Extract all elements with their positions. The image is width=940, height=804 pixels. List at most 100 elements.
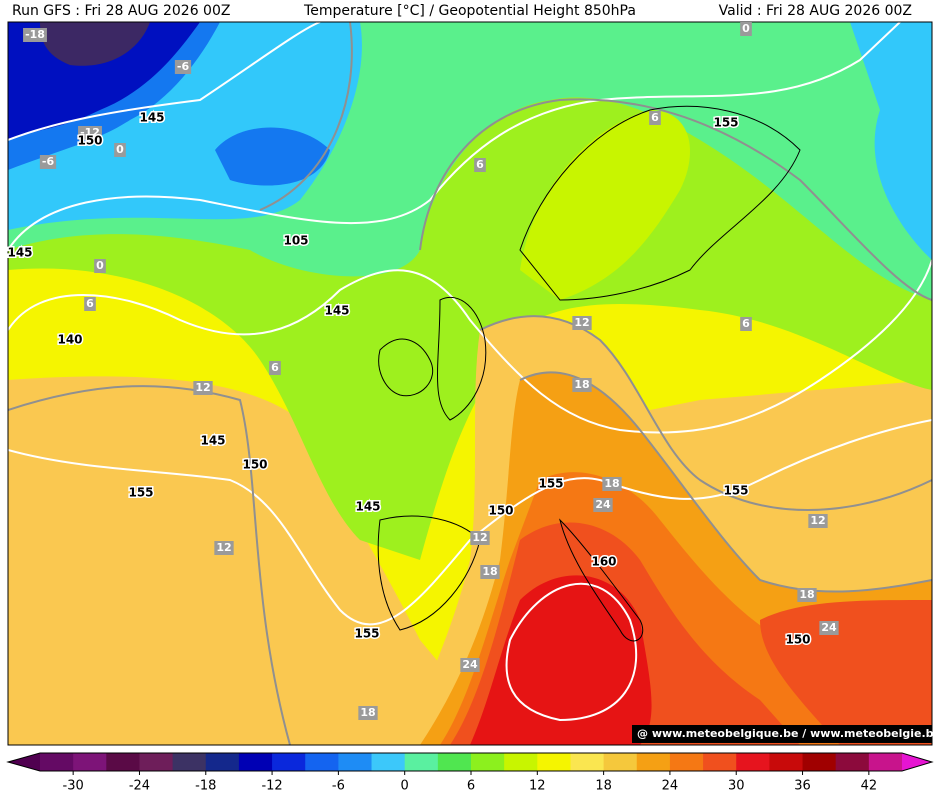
temperature-label: 18	[602, 477, 622, 491]
temperature-label: -12	[78, 126, 102, 140]
map-title: Temperature [°C] / Geopotential Height 8…	[303, 3, 636, 19]
temperature-label-box	[114, 143, 126, 157]
temperature-label-text: 0	[96, 259, 104, 272]
height-label: 145	[139, 111, 164, 125]
colorbar-swatch	[338, 753, 373, 771]
contour	[8, 259, 932, 434]
temperature-label-text: 12	[195, 381, 210, 394]
temperature-label: 12	[808, 514, 828, 528]
temperature-label-box	[797, 588, 817, 602]
colorbar-swatch	[736, 753, 770, 771]
field-red	[470, 575, 652, 745]
map-frame	[7, 21, 933, 746]
temperature-label-text: -6	[42, 155, 55, 168]
temperature-label-text: 12	[472, 531, 487, 544]
colorbar-tick-label: 42	[861, 779, 878, 794]
temperature-label: 6	[269, 361, 281, 375]
height-label: 160	[591, 555, 616, 569]
temperature-label: -6	[39, 155, 57, 169]
temperature-label-text: 6	[742, 317, 750, 330]
contour	[419, 98, 932, 301]
field-scandinavia	[520, 110, 690, 300]
watermark-box	[632, 725, 932, 743]
temperature-label: 18	[480, 565, 500, 579]
height-label: 150	[77, 134, 102, 148]
contour	[8, 22, 901, 251]
temperature-label-text: 18	[604, 477, 619, 490]
temperature-label: 18	[572, 378, 592, 392]
height-label: 155	[538, 477, 563, 491]
colorbar-swatch	[40, 753, 74, 771]
temperature-label-box	[740, 317, 752, 331]
colorbar-swatch	[106, 753, 140, 771]
contour	[479, 315, 932, 511]
temperature-label-text: 18	[482, 565, 497, 578]
colorbar-swatch	[305, 753, 339, 771]
height-label: 155	[723, 484, 748, 498]
colorbar-swatch	[868, 753, 903, 771]
coastline	[519, 105, 801, 301]
colorbar-frame	[6, 752, 934, 772]
temperature-label: 6	[649, 111, 661, 125]
temperature-label-box	[808, 514, 828, 528]
colorbar-swatch	[172, 753, 207, 771]
colorbar-swatch	[504, 753, 538, 771]
temperature-label: 12	[572, 316, 592, 330]
temperature-label-box	[572, 316, 592, 330]
field-red-orange-east	[760, 600, 932, 745]
temperature-label: 0	[114, 143, 126, 157]
temperature-label-box	[740, 22, 752, 36]
temperature-label-text: -18	[25, 28, 45, 41]
temperature-label-text: 6	[86, 297, 94, 310]
temperature-label-text: 12	[810, 514, 825, 527]
contour	[8, 385, 291, 745]
colorbar-swatch	[371, 753, 406, 771]
temperature-label-box	[358, 706, 378, 720]
colorbar-tick-label: -18	[195, 779, 216, 794]
temperature-label-text: 24	[595, 498, 611, 511]
coastline	[559, 518, 644, 642]
temperature-label-box	[23, 28, 47, 42]
temperature-label-text: 18	[360, 706, 375, 719]
colorbar-swatch	[835, 753, 870, 771]
temperature-label: 6	[84, 297, 96, 311]
temperature-label-text: -6	[177, 60, 190, 73]
height-label: 105	[283, 234, 308, 248]
temperature-label-box	[474, 158, 486, 172]
height-label: 155	[713, 116, 738, 130]
coastline	[437, 296, 487, 421]
temperature-label-text: 0	[742, 22, 750, 35]
temperature-label-box	[193, 381, 213, 395]
colorbar-swatch	[139, 753, 174, 771]
coastline	[377, 515, 481, 631]
temperature-label-text: 24	[462, 658, 478, 671]
temperature-label-box	[593, 498, 613, 512]
temperature-label-box	[460, 658, 480, 672]
temperature-label-box	[174, 60, 192, 74]
height-label: 140	[57, 333, 82, 347]
colorbar-tick-label: 0	[401, 779, 409, 794]
contour-labels: -18 -6 -12 0 -6 6 6 0 6 6 12 12 6 18 18 24 12 12 18 12 18 24 2…	[6, 22, 839, 720]
colorbar-swatch	[272, 753, 306, 771]
temperature-label: 18	[358, 706, 378, 720]
temperature-label: -6	[174, 60, 192, 74]
colorbar-swatch	[636, 753, 671, 771]
temperature-label-box	[78, 126, 102, 140]
temperature-label-box	[649, 111, 661, 125]
colorbar-under	[8, 753, 40, 771]
contour	[8, 22, 321, 141]
colorbar-over	[902, 753, 932, 771]
colorbar-tick-label: -30	[63, 779, 84, 794]
coastlines	[377, 105, 801, 642]
temperature-label-box	[819, 621, 839, 635]
temperature-label-box	[94, 259, 106, 273]
colorbar-tick-label: 30	[728, 779, 745, 794]
height-label: 145	[7, 246, 32, 260]
temperature-label-text: 0	[116, 143, 124, 156]
height-label: 150	[488, 504, 513, 518]
temperature-label-text: 12	[216, 541, 231, 554]
colorbar-swatch	[603, 753, 638, 771]
temperature-label: 18	[797, 588, 817, 602]
